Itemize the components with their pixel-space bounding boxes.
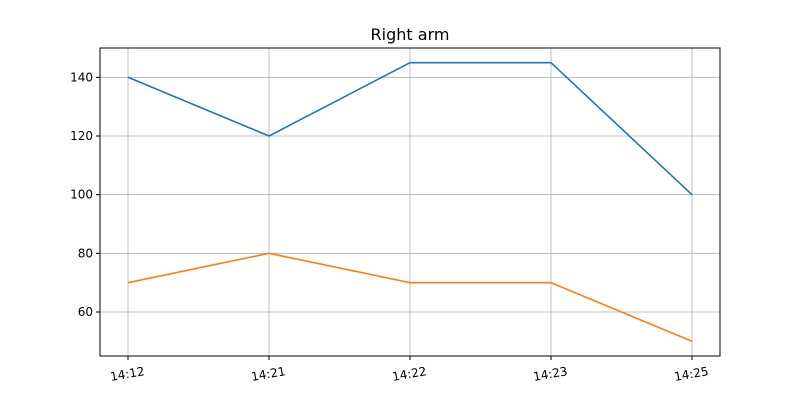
x-tick-label: 14:22: [391, 364, 427, 384]
series-lines: [127, 61, 693, 343]
x-tick-label: 14:23: [532, 364, 568, 384]
series-line-2: [127, 252, 693, 343]
x-axis: 14:12 14:21 14:22 14:23 14:25: [109, 356, 710, 384]
y-tick-label: 120: [70, 129, 93, 143]
y-tick-label: 100: [70, 188, 93, 202]
grid-lines: [100, 48, 720, 356]
x-tick-label: 14:21: [250, 364, 286, 384]
y-tick-label: 60: [78, 305, 93, 319]
y-tick-label: 80: [78, 246, 93, 260]
y-axis: 60 80 100 120 140: [70, 70, 100, 319]
y-tick-label: 140: [70, 70, 93, 84]
x-tick-label: 14:25: [673, 364, 709, 384]
chart-title: Right arm: [371, 25, 450, 44]
series-line-1: [127, 61, 693, 196]
x-tick-label: 14:12: [109, 364, 145, 384]
